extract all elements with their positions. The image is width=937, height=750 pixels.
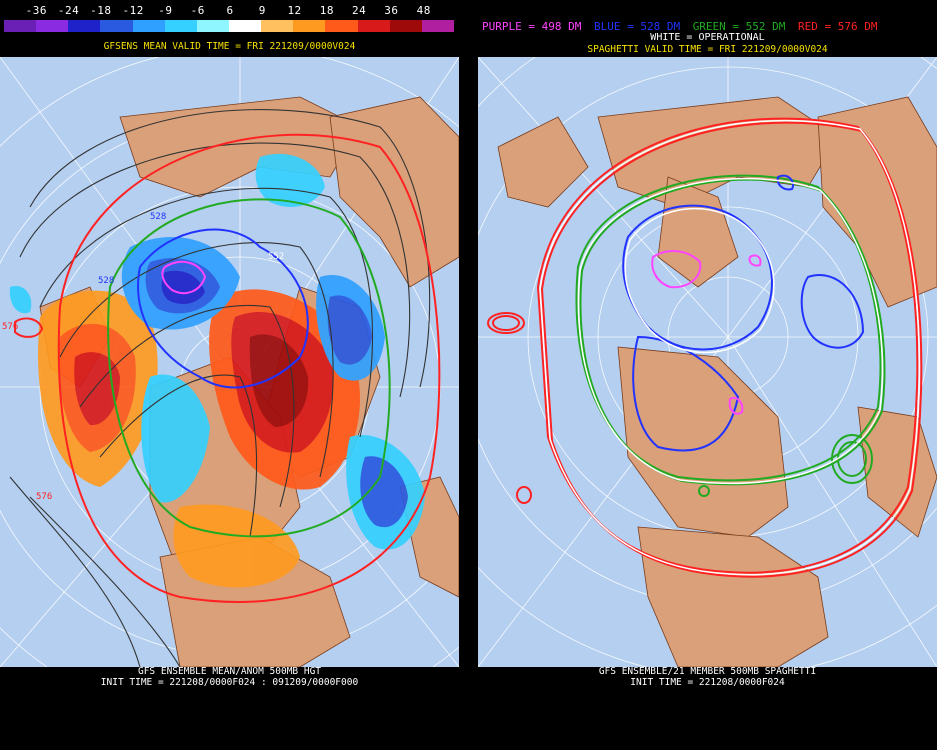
mean-panel-title: GFSENS MEAN VALID TIME = FRI 221209/0000… <box>103 41 356 52</box>
contour-line <box>29 496 181 667</box>
key-contours <box>14 133 441 603</box>
contour-528 <box>137 228 309 389</box>
legend-green: GREEN = 552 DM <box>692 20 786 33</box>
legend-white: WHITE = OPERATIONAL <box>650 32 765 43</box>
legend-purple: PURPLE = 498 DM <box>482 20 582 33</box>
colorbar-label: 12 <box>287 4 302 17</box>
colorbar-swatch <box>261 20 294 32</box>
spaghetti-map <box>478 57 937 667</box>
contour-552 <box>107 198 391 538</box>
colorbar-swatch <box>68 20 101 32</box>
colorbar-label: -9 <box>158 4 173 17</box>
contour-498 <box>161 260 207 295</box>
colorbar-label: -18 <box>90 4 112 17</box>
colorbar-swatch <box>325 20 358 32</box>
colorbar-label: -12 <box>122 4 144 17</box>
negative-anomaly <box>255 153 325 207</box>
land-north-america <box>637 526 829 667</box>
spaghetti-panel: PURPLE = 498 DM BLUE = 528 DM GREEN = 55… <box>478 0 937 750</box>
colorbar-swatch <box>357 20 390 32</box>
colorbar-label: 6 <box>226 4 234 17</box>
negative-anomaly <box>141 374 210 503</box>
anomaly-fills <box>9 153 425 588</box>
colorbar-label: 48 <box>416 4 431 17</box>
colorbar-labels: -36 -24 -18 -12 -9 -6 6 9 12 18 24 36 48 <box>4 4 456 18</box>
contour-line <box>9 476 141 667</box>
land-masses <box>497 96 937 667</box>
mean-footer-line1: GFS ENSEMBLE MEAN/ANOM 500MB HGT <box>137 666 322 677</box>
colorbar-label: 36 <box>384 4 399 17</box>
land-asia <box>329 96 459 288</box>
spaghetti-operational <box>539 119 921 576</box>
mean-anomaly-map: 528 528 576 552 576 <box>0 57 459 667</box>
colorbar-label: -24 <box>57 4 80 17</box>
colorbar-swatch <box>228 20 262 32</box>
contour-label: 576 <box>2 322 18 332</box>
contour-label: 528 <box>98 276 114 286</box>
colorbar-swatch <box>4 20 37 32</box>
contour-labels: 528 528 576 552 576 <box>2 212 284 502</box>
spaghetti-576 <box>487 117 923 578</box>
colorbar-label: 9 <box>258 4 266 17</box>
colorbar-label: -36 <box>25 4 47 17</box>
meridian <box>0 57 241 388</box>
negative-anomaly <box>161 270 205 304</box>
contour-line <box>79 305 295 508</box>
contour-label: 552 <box>268 252 284 262</box>
contour-label: 576 <box>36 492 52 502</box>
colorbar-swatch <box>421 20 454 32</box>
contour-576-closed <box>14 317 44 338</box>
land-russia <box>657 176 739 288</box>
contour-line <box>19 142 411 398</box>
spaghetti-498 <box>651 250 762 415</box>
spaghetti-panel-footer: GFS ENSEMBLE/21 MEMBER 500MB SPAGHETTI I… <box>478 666 937 688</box>
meridian <box>478 57 729 338</box>
legend-red: RED = 576 DM <box>798 20 878 33</box>
colorbar-label: 24 <box>352 4 367 17</box>
spaghetti-map-svg <box>478 57 937 667</box>
spaghetti-legend: PURPLE = 498 DM BLUE = 528 DM GREEN = 55… <box>482 20 934 33</box>
spaghetti-contours <box>487 117 923 578</box>
ensemble-mean-panel: -36 -24 -18 -12 -9 -6 6 9 12 18 24 36 48 GFSENS MEAN… <box>0 0 459 750</box>
contour-line <box>39 187 373 438</box>
colorbar-swatch <box>100 20 133 32</box>
mean-map-svg: 528 528 576 552 576 <box>0 57 459 667</box>
contour-line <box>99 374 258 538</box>
spaghetti-footer-line1: GFS ENSEMBLE/21 MEMBER 500MB SPAGHETTI <box>598 666 817 677</box>
negative-anomaly <box>9 286 32 314</box>
land-asia <box>817 96 937 308</box>
meridian <box>727 336 937 667</box>
colorbar-swatch <box>164 20 197 32</box>
land-europe <box>857 406 937 538</box>
positive-anomaly <box>74 352 120 426</box>
spaghetti-footer-line2: INIT TIME = 221208/0000F024 <box>630 677 785 688</box>
colorbar-swatch <box>389 20 422 32</box>
height-contours <box>9 109 431 667</box>
contour-label: 528 <box>150 212 166 222</box>
colorbar-swatch <box>293 20 326 32</box>
contour-line <box>29 109 431 388</box>
colorbar-swatch <box>132 20 165 32</box>
mean-footer-line2: INIT TIME = 221208/0000F024 : 091209/000… <box>100 677 359 688</box>
colorbar-swatches <box>4 20 454 32</box>
contour-576 <box>57 133 441 603</box>
anomaly-colorbar: -36 -24 -18 -12 -9 -6 6 9 12 18 24 36 48 <box>0 0 459 36</box>
colorbar-swatch <box>36 20 69 32</box>
contour-line <box>59 242 334 478</box>
colorbar-label: 18 <box>319 4 334 17</box>
negative-anomaly <box>327 295 372 365</box>
colorbar-swatch <box>196 20 229 32</box>
legend-blue: BLUE = 528 DM <box>593 20 681 33</box>
panel-divider <box>459 0 478 750</box>
positive-anomaly <box>173 504 300 588</box>
spaghetti-panel-title: SPAGHETTI VALID TIME = FRI 221209/0000V0… <box>587 44 828 55</box>
mean-panel-footer: GFS ENSEMBLE MEAN/ANOM 500MB HGT INIT TI… <box>0 666 459 688</box>
negative-anomaly <box>360 456 408 528</box>
land-alaska <box>497 116 589 208</box>
colorbar-label: -6 <box>190 4 205 17</box>
land-canada <box>617 346 789 538</box>
